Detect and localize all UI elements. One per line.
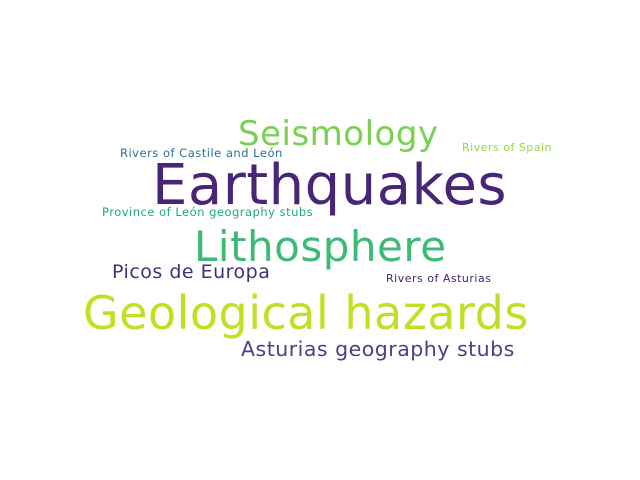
word-earthquakes: Earthquakes (152, 153, 508, 218)
word-picos-de-europa: Picos de Europa (112, 261, 271, 283)
word-asturias-geography-stubs: Asturias geography stubs (241, 337, 515, 361)
word-rivers-of-castile-and-leon: Rivers of Castile and León (120, 146, 283, 160)
word-province-of-leon-geography-stubs: Province of León geography stubs (102, 205, 314, 219)
word-rivers-of-spain: Rivers of Spain (462, 141, 553, 154)
word-seismology: Seismology (238, 114, 439, 154)
word-geological-hazards: Geological hazards (83, 286, 529, 340)
word-lithosphere: Lithosphere (194, 222, 447, 271)
word-rivers-of-asturias: Rivers of Asturias (386, 272, 492, 285)
